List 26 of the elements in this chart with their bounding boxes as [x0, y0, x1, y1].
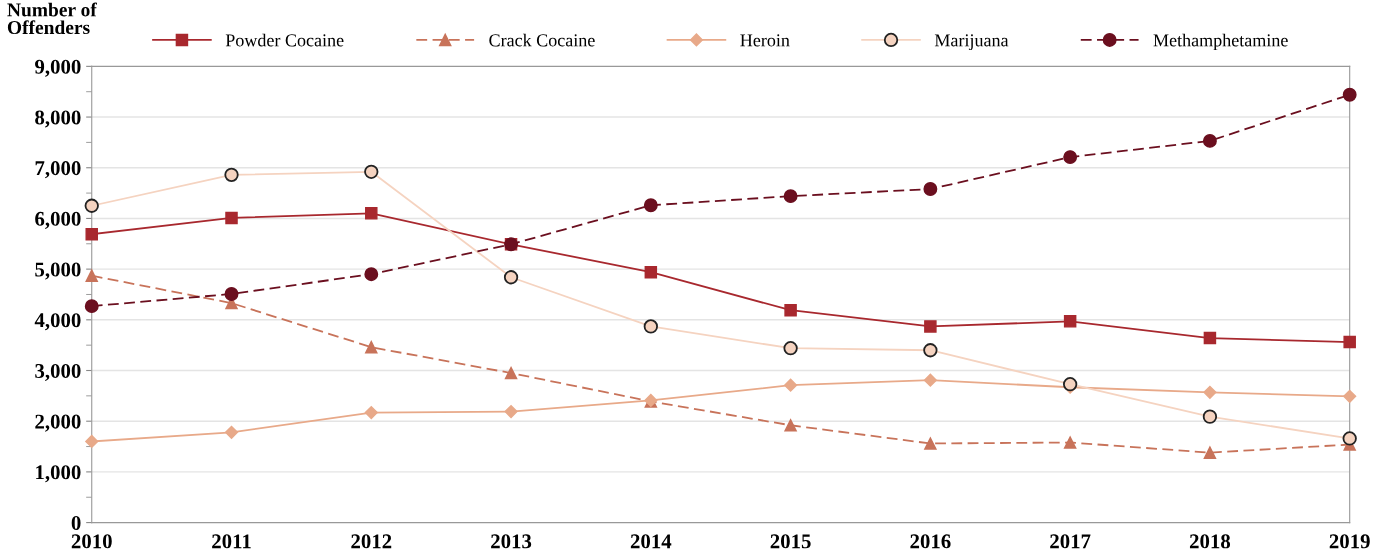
y-tick-label: 8,000 [35, 110, 81, 128]
y-tick-label: 5,000 [35, 262, 81, 280]
legend-label: Methamphetamine [1153, 33, 1288, 51]
y-tick-label: 6,000 [35, 211, 81, 229]
x-tick-label: 2015 [770, 534, 811, 549]
x-tick-label: 2010 [71, 534, 112, 549]
y-tick-label: 9,000 [35, 59, 81, 77]
x-tick-label: 2017 [1050, 534, 1091, 549]
y-axis-title: Number of Offenders [7, 2, 97, 35]
legend-label: Crack Cocaine [489, 33, 595, 47]
y-tick-label: 1,000 [36, 465, 81, 483]
y-tick-label: 2,000 [35, 414, 81, 432]
legend-label: Marijuana [934, 34, 1009, 51]
y-tick-label: 7,000 [35, 161, 81, 179]
x-tick-label: 2016 [910, 534, 951, 549]
y-tick-label: 0 [71, 515, 81, 531]
x-tick-label: 2018 [1189, 534, 1231, 549]
y-tick-label: 3,000 [35, 363, 81, 381]
legend-label: Powder Cocaine [225, 33, 344, 47]
x-tick-label: 2012 [351, 534, 392, 549]
legend-label: Heroin [740, 34, 790, 47]
y-tick-label: 4,000 [34, 313, 81, 331]
x-tick-label: 2019 [1329, 534, 1370, 549]
x-tick-label: 2011 [212, 534, 251, 549]
x-tick-label: 2014 [630, 534, 672, 549]
x-tick-label: 2013 [491, 534, 532, 549]
